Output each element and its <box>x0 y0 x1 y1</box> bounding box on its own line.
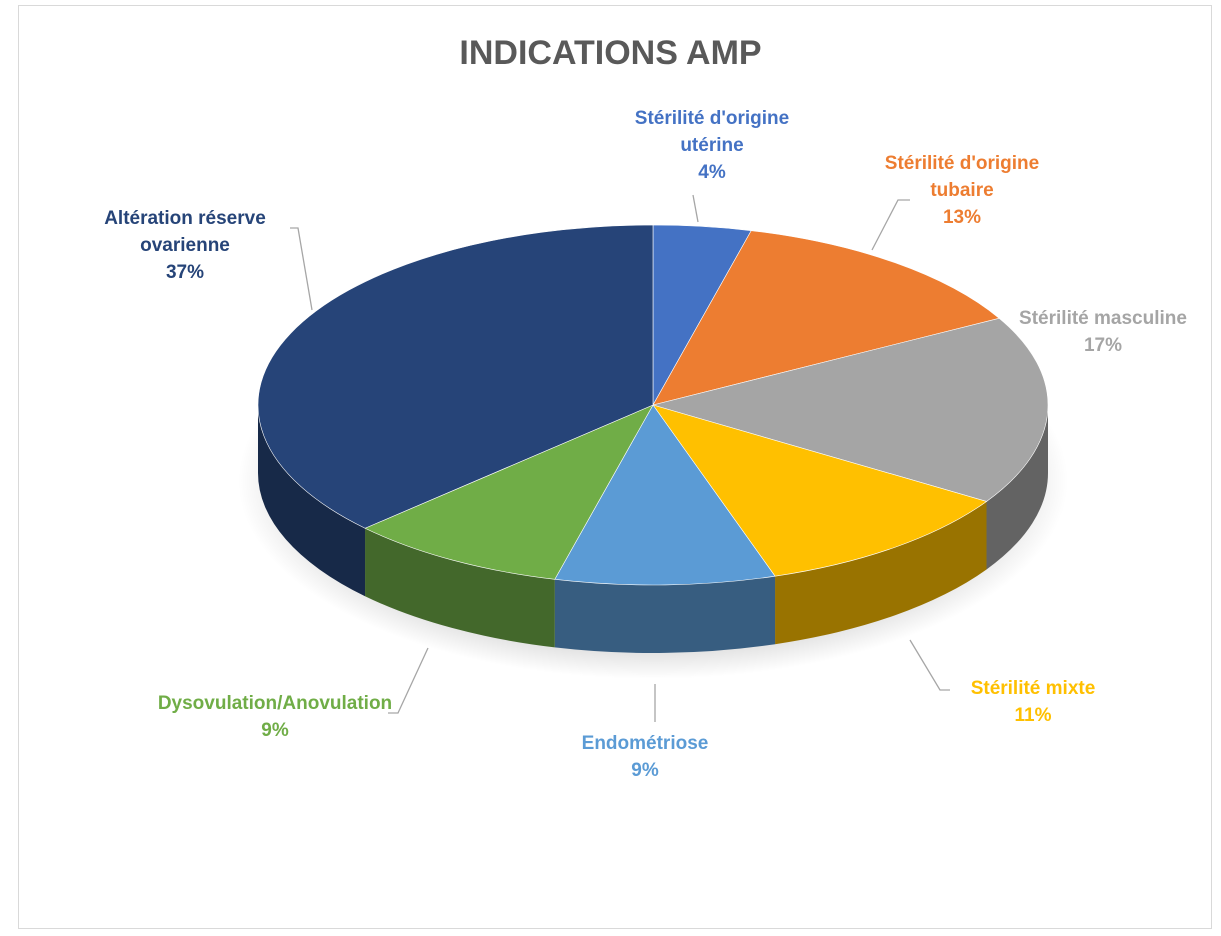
chart-title: INDICATIONS AMP <box>459 34 762 72</box>
slice-side <box>554 576 776 654</box>
leader-line <box>909 639 950 691</box>
data-label: Stérilité mixte 11% <box>923 675 1143 729</box>
category-label: Altération réserve ovarienne <box>104 208 266 256</box>
slice-side <box>986 405 1048 570</box>
value-label: 4% <box>698 162 726 183</box>
category-label: Stérilité d'origine utérine <box>634 108 790 156</box>
slice-side <box>365 528 555 648</box>
slice <box>651 317 1049 502</box>
slice <box>554 404 776 586</box>
value-label: 13% <box>942 207 982 228</box>
value-label: 37% <box>165 262 205 283</box>
category-label: Stérilité d'origine tubaire <box>884 153 1040 201</box>
data-label: Endométriose 9% <box>535 730 755 784</box>
leader-line <box>871 199 910 251</box>
value-label: 11% <box>1014 705 1052 726</box>
slice <box>257 224 654 529</box>
data-label: Altération réserve ovarienne 37% <box>65 205 305 286</box>
data-label: Stérilité d'origine utérine 4% <box>607 105 817 186</box>
data-label: Dysovulation/Anovulation 9% <box>158 690 393 744</box>
value-label: 9% <box>631 760 659 781</box>
data-label: Stérilité d'origine tubaire 13% <box>857 150 1067 231</box>
category-label: Stérilité masculine <box>1019 308 1187 329</box>
slice <box>364 404 654 580</box>
slice-side <box>258 405 366 597</box>
value-label: 9% <box>261 720 289 741</box>
data-label: Stérilité masculine 17% <box>993 305 1213 359</box>
leader-line <box>290 227 313 311</box>
leader-line <box>388 647 429 714</box>
category-label: Stérilité mixte <box>970 678 1096 699</box>
slice <box>652 404 988 577</box>
category-label: Dysovulation/Anovulation <box>157 693 393 714</box>
slice <box>652 230 1000 406</box>
category-label: Endométriose <box>581 733 709 754</box>
chart-frame <box>18 5 1212 929</box>
value-label: 17% <box>1083 335 1123 356</box>
slice-side <box>775 501 987 645</box>
leader-line <box>692 194 699 223</box>
